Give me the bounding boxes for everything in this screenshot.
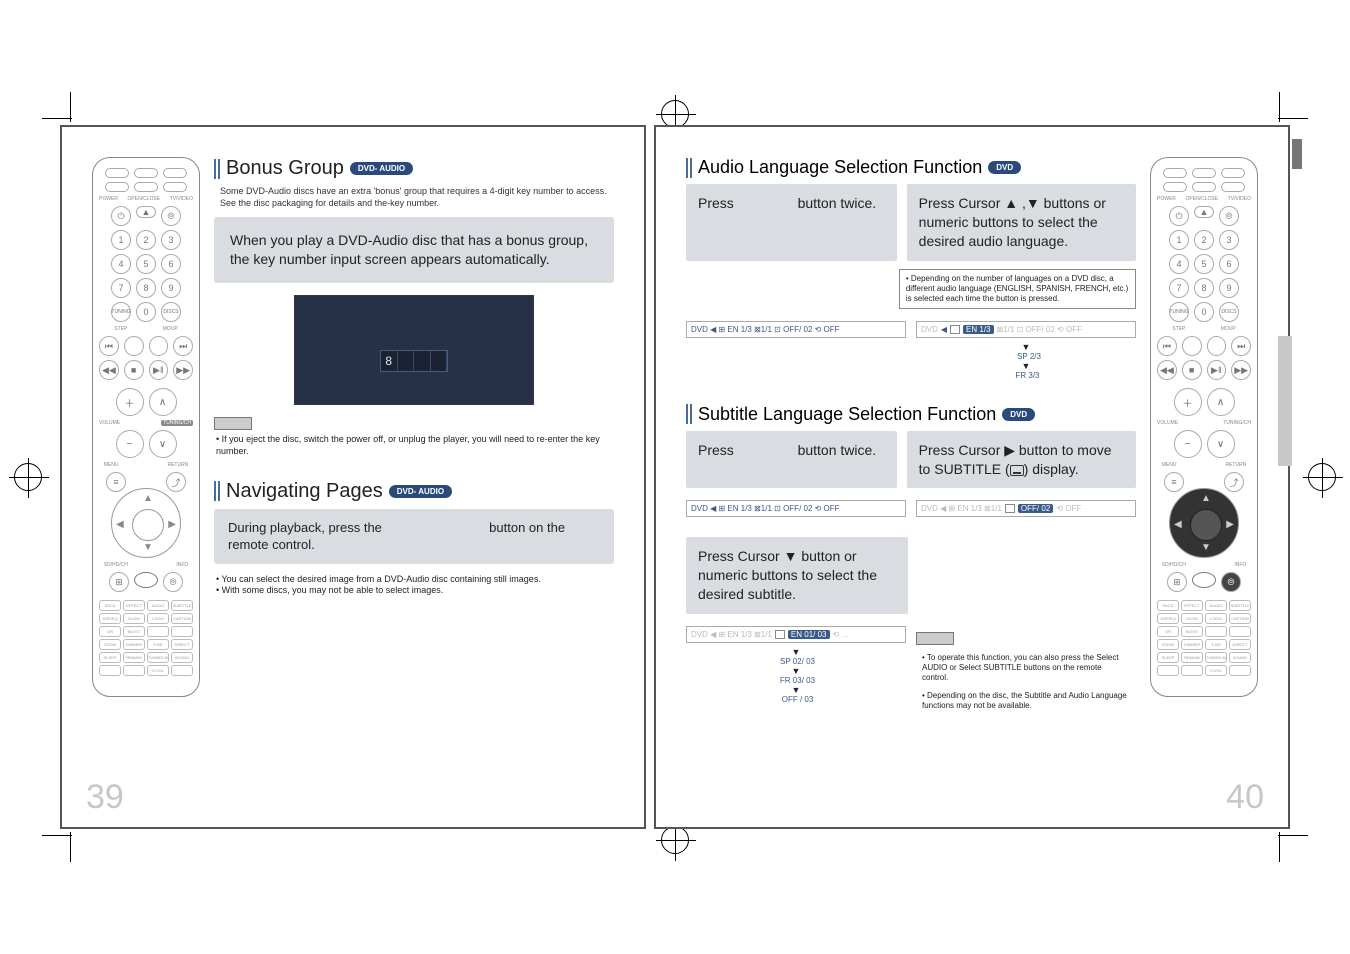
heading-text: Subtitle Language Selection Function: [698, 404, 996, 425]
page-number: 40: [1226, 778, 1264, 817]
remote-illustration: POWEROPEN/CLOSETV/VIDEO ⏻▲⦾ 123 456 789 …: [92, 157, 200, 697]
remote-illustration: POWEROPEN/CLOSETV/VIDEO ⏻▲⦾ 123 456 789 …: [1150, 157, 1258, 697]
navigating-pages-heading: Navigating Pages DVD- AUDIO: [214, 480, 614, 503]
subtitle-osd-row: DVD ◀ ⊞ EN 1/3 ⊠1/1 ⊡ OFF/ 02 ⟲ OFF DVD …: [686, 496, 1136, 521]
bonus-intro: Some DVD-Audio discs have an extra 'bonu…: [220, 186, 614, 209]
page-number: 39: [86, 778, 124, 817]
osd-stack: ▼ SP 2/3 ▼ FR 3/3: [916, 342, 1136, 380]
spread: POWEROPEN/CLOSETV/VIDEO ⏻▲⦾ 123 456 789 …: [60, 125, 1290, 829]
page-right: Audio Language Selection Function DVD Pr…: [654, 125, 1290, 829]
heading-text: Audio Language Selection Function: [698, 157, 982, 178]
dpad-light: ▲▼◀▶: [111, 488, 181, 558]
osd-bar: DVD ◀ ⊞ EN 1/3 ⊠1/1 ⊡ OFF/ 02 ⟲ OFF: [686, 500, 906, 517]
crop-mark: [70, 832, 71, 862]
remote-button-grid: SACDEFFECTAUDIOSUBTITLE DSP/EQSLOWLOGOCA…: [1157, 600, 1251, 676]
heading-bars-icon: [214, 159, 220, 179]
crop-mark: [1278, 118, 1308, 119]
subtitle-lang-heading: Subtitle Language Selection Function DVD: [686, 404, 1136, 425]
subtitle-icon: [1010, 465, 1024, 476]
subtitle-step2: Press Cursor ▼ button or numeric buttons…: [686, 537, 908, 614]
audio-osd-row: DVD ◀ ⊞ EN 1/3 ⊠1/1 ⊡ OFF/ 02 ⟲ OFF DVD …: [686, 317, 1136, 380]
bonus-group-heading: Bonus Group DVD- AUDIO: [214, 157, 614, 180]
subtitle-step-row: Press button twice. Press Cursor ▶ butto…: [686, 431, 1136, 489]
audio-lang-heading: Audio Language Selection Function DVD: [686, 157, 1136, 178]
remote-column: POWEROPEN/CLOSETV/VIDEO ⏻▲⦾ 123 456 789 …: [92, 157, 200, 777]
nav-panel: During playback, press the button on the…: [214, 509, 614, 564]
side-tab: [1278, 336, 1292, 466]
remote-button-grid: SACDEFFECTAUDIOSUBTITLE DSP/EQSLOWLOGOCA…: [99, 600, 193, 676]
remote-column: POWEROPEN/CLOSETV/VIDEO ⏻▲⦾ 123 456 789 …: [1150, 157, 1258, 777]
subtitle-step-left: Press button twice.: [686, 431, 897, 489]
heading-bars-icon: [214, 481, 220, 501]
bonus-panel: When you play a DVD-Audio disc that has …: [214, 217, 614, 283]
audio-step-row: Press button twice. Press Cursor ▲ ,▼ bu…: [686, 184, 1136, 261]
nav-note-2: • With some discs, you may not be able t…: [216, 585, 614, 597]
heading-text: Bonus Group: [226, 157, 344, 180]
crop-mark: [42, 835, 72, 836]
nav-note-1: • You can select the desired image from …: [216, 574, 614, 586]
side-tab: [1292, 139, 1302, 169]
crop-mark: [70, 92, 71, 122]
key-number-screenshot: 8: [294, 295, 534, 405]
bonus-note: • If you eject the disc, switch the powe…: [216, 434, 614, 457]
dvd-badge: DVD: [988, 161, 1021, 174]
audio-subnote: • Depending on the number of languages o…: [899, 269, 1136, 309]
note-label: [214, 417, 252, 430]
note-label: [916, 632, 954, 645]
osd-bar-active: DVD ◀ ⊞ EN 1/3 ⊠1/1 EN 01/ 03 ⟲ …: [686, 626, 906, 643]
subtitle-step-right: Press Cursor ▶ button to move to SUBTITL…: [907, 431, 1136, 489]
dpad-dark: ▲▼◀▶: [1169, 488, 1239, 558]
subtitle-rnote-2: • Depending on the disc, the Subtitle an…: [916, 687, 1136, 715]
crop-mark: [42, 118, 72, 119]
audio-step-right: Press Cursor ▲ ,▼ buttons or numeric but…: [907, 184, 1136, 261]
crop-mark: [1278, 835, 1308, 836]
subtitle-step2-row: Press Cursor ▼ button or numeric buttons…: [686, 537, 1136, 614]
page-left: POWEROPEN/CLOSETV/VIDEO ⏻▲⦾ 123 456 789 …: [60, 125, 646, 829]
audio-step-left: Press button twice.: [686, 184, 897, 261]
osd-bar: DVD ◀ ⊞ EN 1/3 ⊠1/1 ⊡ OFF/ 02 ⟲ OFF: [686, 321, 906, 338]
heading-bars-icon: [686, 158, 692, 178]
subtitle-osd2-row: DVD ◀ ⊞ EN 1/3 ⊠1/1 EN 01/ 03 ⟲ … ▼ SP 0…: [686, 622, 1136, 715]
crop-mark: [1279, 832, 1280, 862]
left-content: Bonus Group DVD- AUDIO Some DVD-Audio di…: [214, 157, 614, 777]
crop-mark: [1279, 92, 1280, 122]
right-content: Audio Language Selection Function DVD Pr…: [686, 157, 1136, 777]
dvd-audio-badge: DVD- AUDIO: [350, 162, 413, 175]
dvd-badge: DVD: [1002, 408, 1035, 421]
audio-subrow: • Depending on the number of languages o…: [686, 269, 1136, 309]
heading-text: Navigating Pages: [226, 480, 383, 503]
osd-bar-active: DVD ◀ ⊞ EN 1/3 ⊠1/1 OFF/ 02 ⟲ OFF: [916, 500, 1136, 517]
registration-mark: [14, 463, 42, 491]
osd-bar-active: DVD ◀ EN 1/3 ⊠1/1 ⊡ OFF/ 02 ⟲ OFF: [916, 321, 1136, 338]
osd-stack: ▼ SP 02/ 03 ▼ FR 03/ 03 ▼ OFF / 03: [686, 647, 906, 704]
subtitle-rnote-1: • To operate this function, you can also…: [916, 649, 1136, 687]
heading-bars-icon: [686, 404, 692, 424]
dvd-audio-badge: DVD- AUDIO: [389, 485, 452, 498]
registration-mark: [1308, 463, 1336, 491]
